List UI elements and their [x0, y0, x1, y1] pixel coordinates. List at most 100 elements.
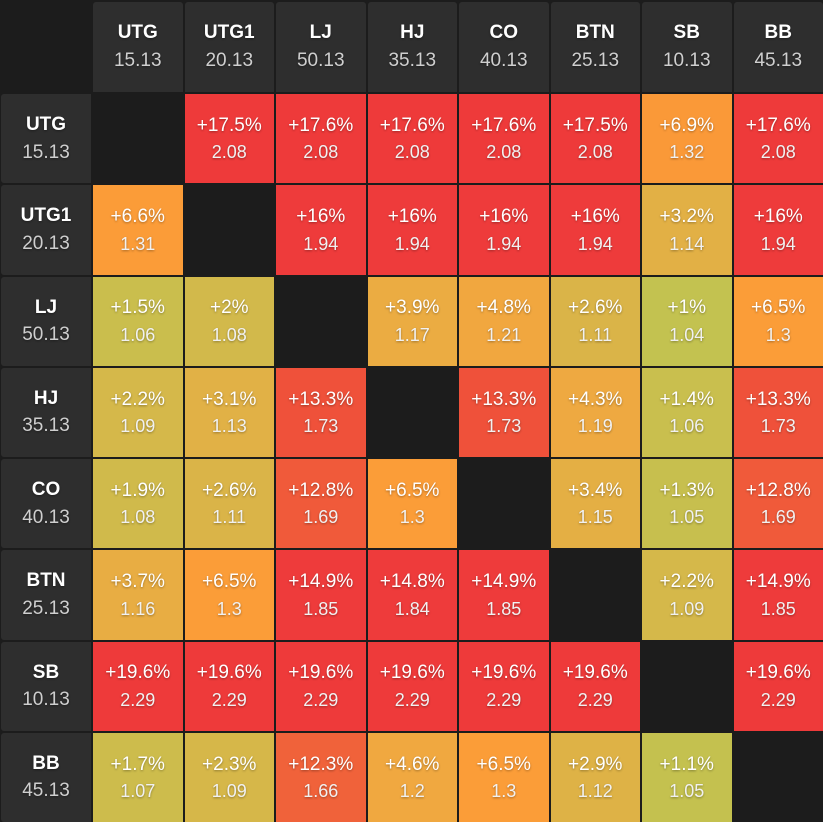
cell-percentage: +14.8%	[379, 571, 445, 593]
heatmap-cell: +12.8% 1.69	[276, 459, 366, 549]
heatmap-cell: +17.5% 2.08	[550, 94, 640, 184]
cell-percentage: +19.6%	[562, 662, 628, 684]
cell-multiplier: 1.14	[669, 233, 705, 254]
column-header-name: BTN	[575, 22, 615, 44]
cell-multiplier: 1.84	[394, 598, 430, 619]
cell-percentage: +14.9%	[745, 571, 811, 593]
cell-multiplier: 2.29	[486, 689, 522, 710]
row-header-bb: BB 45.13	[1, 732, 91, 822]
column-header-stack: 35.13	[388, 50, 437, 71]
diagonal-cell	[93, 94, 183, 184]
diagonal-cell	[367, 367, 457, 457]
heatmap-cell: +6.5% 1.3	[367, 459, 457, 549]
cell-multiplier: 1.09	[669, 598, 705, 619]
column-header-name: LJ	[309, 22, 332, 44]
heatmap-cell: +4.6% 1.2	[367, 732, 457, 822]
row-header-stack: 45.13	[22, 780, 70, 802]
corner-cell	[1, 2, 91, 92]
cell-multiplier: 1.66	[303, 781, 339, 802]
cell-multiplier: 1.08	[211, 324, 247, 345]
cell-percentage: +6.6%	[110, 206, 165, 228]
cell-percentage: +17.6%	[379, 114, 445, 136]
diagonal-cell	[733, 732, 823, 822]
cell-multiplier: 2.29	[760, 689, 796, 710]
cell-percentage: +1.5%	[110, 297, 165, 319]
cell-multiplier: 1.16	[120, 598, 156, 619]
heatmap-cell: +4.8% 1.21	[459, 276, 549, 366]
column-header-utg: UTG 15.13	[93, 2, 183, 92]
row-header-name: LJ	[34, 296, 58, 318]
column-header-name: UTG	[117, 22, 158, 44]
cell-percentage: +17.5%	[562, 114, 628, 136]
cell-multiplier: 1.3	[399, 507, 425, 528]
heatmap-cell: +16% 1.94	[276, 185, 366, 275]
cell-percentage: +19.6%	[196, 662, 262, 684]
row-header-btn: BTN 25.13	[1, 550, 91, 640]
row-header-stack: 35.13	[22, 415, 70, 437]
cell-percentage: +13.3%	[745, 388, 811, 410]
cell-percentage: +2.2%	[110, 388, 165, 410]
cell-multiplier: 1.11	[578, 324, 613, 345]
cell-percentage: +16%	[479, 206, 529, 228]
heatmap-cell: +17.6% 2.08	[276, 94, 366, 184]
heatmap-cell: +3.9% 1.17	[367, 276, 457, 366]
cell-multiplier: 1.3	[216, 598, 242, 619]
cell-percentage: +16%	[387, 206, 437, 228]
row-header-stack: 20.13	[22, 232, 70, 254]
heatmap-cell: +2.6% 1.11	[550, 276, 640, 366]
cell-percentage: +19.6%	[745, 662, 811, 684]
column-header-sb: SB 10.13	[642, 2, 732, 92]
cell-multiplier: 1.06	[669, 416, 705, 437]
row-header-name: SB	[32, 661, 60, 683]
cell-percentage: +2%	[209, 297, 249, 319]
cell-percentage: +1.7%	[110, 753, 165, 775]
heatmap-cell: +14.8% 1.84	[367, 550, 457, 640]
cell-multiplier: 1.05	[669, 781, 705, 802]
cell-percentage: +3.1%	[202, 388, 257, 410]
cell-percentage: +1%	[667, 297, 707, 319]
cell-multiplier: 1.94	[394, 233, 430, 254]
cell-percentage: +12.8%	[745, 479, 811, 501]
cell-percentage: +1.3%	[659, 479, 714, 501]
row-header-utg1: UTG1 20.13	[1, 185, 91, 275]
cell-multiplier: 1.07	[120, 781, 156, 802]
cell-percentage: +6.5%	[202, 571, 257, 593]
column-header-lj: LJ 50.13	[276, 2, 366, 92]
cell-percentage: +14.9%	[288, 571, 354, 593]
cell-multiplier: 2.08	[211, 142, 247, 163]
heatmap-cell: +17.6% 2.08	[459, 94, 549, 184]
column-header-stack: 40.13	[479, 50, 528, 71]
cell-multiplier: 1.69	[303, 507, 339, 528]
cell-multiplier: 2.29	[211, 689, 247, 710]
cell-percentage: +17.6%	[745, 114, 811, 136]
column-header-name: UTG1	[203, 22, 255, 44]
heatmap-cell: +3.4% 1.15	[550, 459, 640, 549]
row-header-stack: 15.13	[22, 141, 70, 163]
cell-percentage: +16%	[570, 206, 620, 228]
column-header-name: CO	[489, 22, 519, 44]
heatmap-cell: +2.9% 1.12	[550, 732, 640, 822]
cell-percentage: +19.6%	[471, 662, 537, 684]
heatmap-cell: +3.7% 1.16	[93, 550, 183, 640]
cell-multiplier: 1.09	[211, 781, 247, 802]
cell-percentage: +3.2%	[659, 206, 714, 228]
cell-percentage: +19.6%	[105, 662, 171, 684]
cell-percentage: +12.3%	[288, 753, 354, 775]
diagonal-cell	[459, 459, 549, 549]
cell-multiplier: 2.08	[303, 142, 339, 163]
cell-percentage: +3.4%	[568, 479, 623, 501]
heatmap-cell: +2.2% 1.09	[642, 550, 732, 640]
column-header-btn: BTN 25.13	[550, 2, 640, 92]
cell-multiplier: 2.08	[486, 142, 522, 163]
heatmap-cell: +2.3% 1.09	[184, 732, 274, 822]
cell-percentage: +4.8%	[476, 297, 531, 319]
column-header-name: HJ	[400, 22, 425, 44]
diagonal-cell	[642, 641, 732, 731]
heatmap-cell: +17.5% 2.08	[184, 94, 274, 184]
cell-percentage: +16%	[753, 206, 803, 228]
column-header-co: CO 40.13	[459, 2, 549, 92]
heatmap-cell: +16% 1.94	[367, 185, 457, 275]
cell-percentage: +6.5%	[751, 297, 806, 319]
heatmap-cell: +4.3% 1.19	[550, 367, 640, 457]
